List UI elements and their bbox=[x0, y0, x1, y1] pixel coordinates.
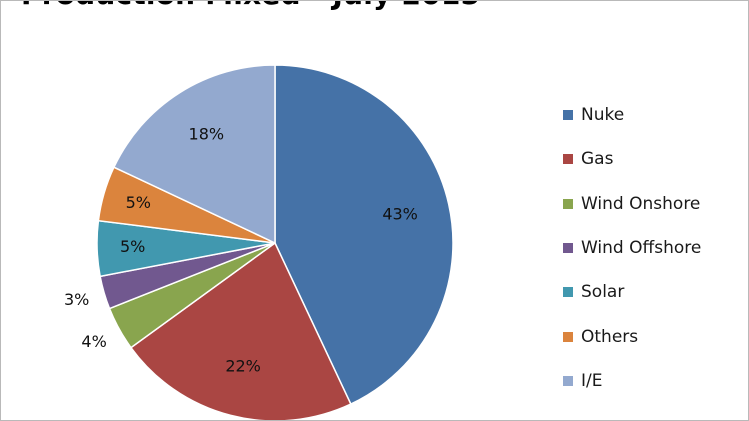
legend-label: Nuke bbox=[581, 105, 625, 126]
legend-swatch-nuke bbox=[563, 110, 573, 121]
legend-swatch-wind-offshore bbox=[563, 243, 573, 254]
legend-item-wind-onshore: Wind Onshore bbox=[563, 182, 748, 226]
legend-swatch-others bbox=[563, 331, 573, 342]
legend-item-i-e: I/E bbox=[563, 359, 748, 403]
slice-label-others: 5% bbox=[126, 193, 151, 212]
chart-legend: Nuke Gas Wind Onshore Wind Offshore Solar Oth… bbox=[563, 93, 748, 403]
legend-item-nuke: Nuke bbox=[563, 93, 748, 137]
slice-label-nuke: 43% bbox=[382, 205, 418, 224]
legend-label: Gas bbox=[581, 149, 614, 170]
legend-item-others: Others bbox=[563, 314, 748, 358]
slice-label-solar: 5% bbox=[120, 237, 145, 256]
legend-item-solar: Solar bbox=[563, 270, 748, 314]
legend-item-gas: Gas bbox=[563, 137, 748, 181]
pie-slice-i-e bbox=[112, 64, 276, 245]
legend-label: I/E bbox=[581, 370, 603, 391]
pie-slice-gas bbox=[129, 241, 352, 420]
legend-label: Wind Offshore bbox=[581, 238, 702, 259]
pie-slice-labels: 43% 22% 4% 3% 5% 5% 18% bbox=[64, 124, 418, 375]
slice-label-i-e: 18% bbox=[189, 124, 225, 143]
legend-label: Solar bbox=[581, 282, 625, 303]
pie-slices bbox=[96, 64, 454, 420]
slice-label-wind-onshore: 4% bbox=[81, 332, 106, 351]
legend-swatch-solar bbox=[563, 287, 573, 298]
legend-swatch-gas bbox=[563, 154, 573, 165]
legend-swatch-i-e bbox=[563, 375, 573, 386]
legend-swatch-wind-onshore bbox=[563, 198, 573, 209]
pie-chart: 43% 22% 4% 3% 5% 5% 18% bbox=[64, 64, 454, 420]
pie-slice-nuke bbox=[274, 64, 454, 406]
chart-title: Production Mixed - July 2015 bbox=[21, 1, 480, 11]
legend-label: Others bbox=[581, 326, 639, 347]
legend-item-wind-offshore: Wind Offshore bbox=[563, 226, 748, 270]
slice-label-wind-offshore: 3% bbox=[64, 290, 89, 309]
legend-label: Wind Onshore bbox=[581, 193, 701, 214]
slice-label-gas: 22% bbox=[225, 357, 261, 376]
